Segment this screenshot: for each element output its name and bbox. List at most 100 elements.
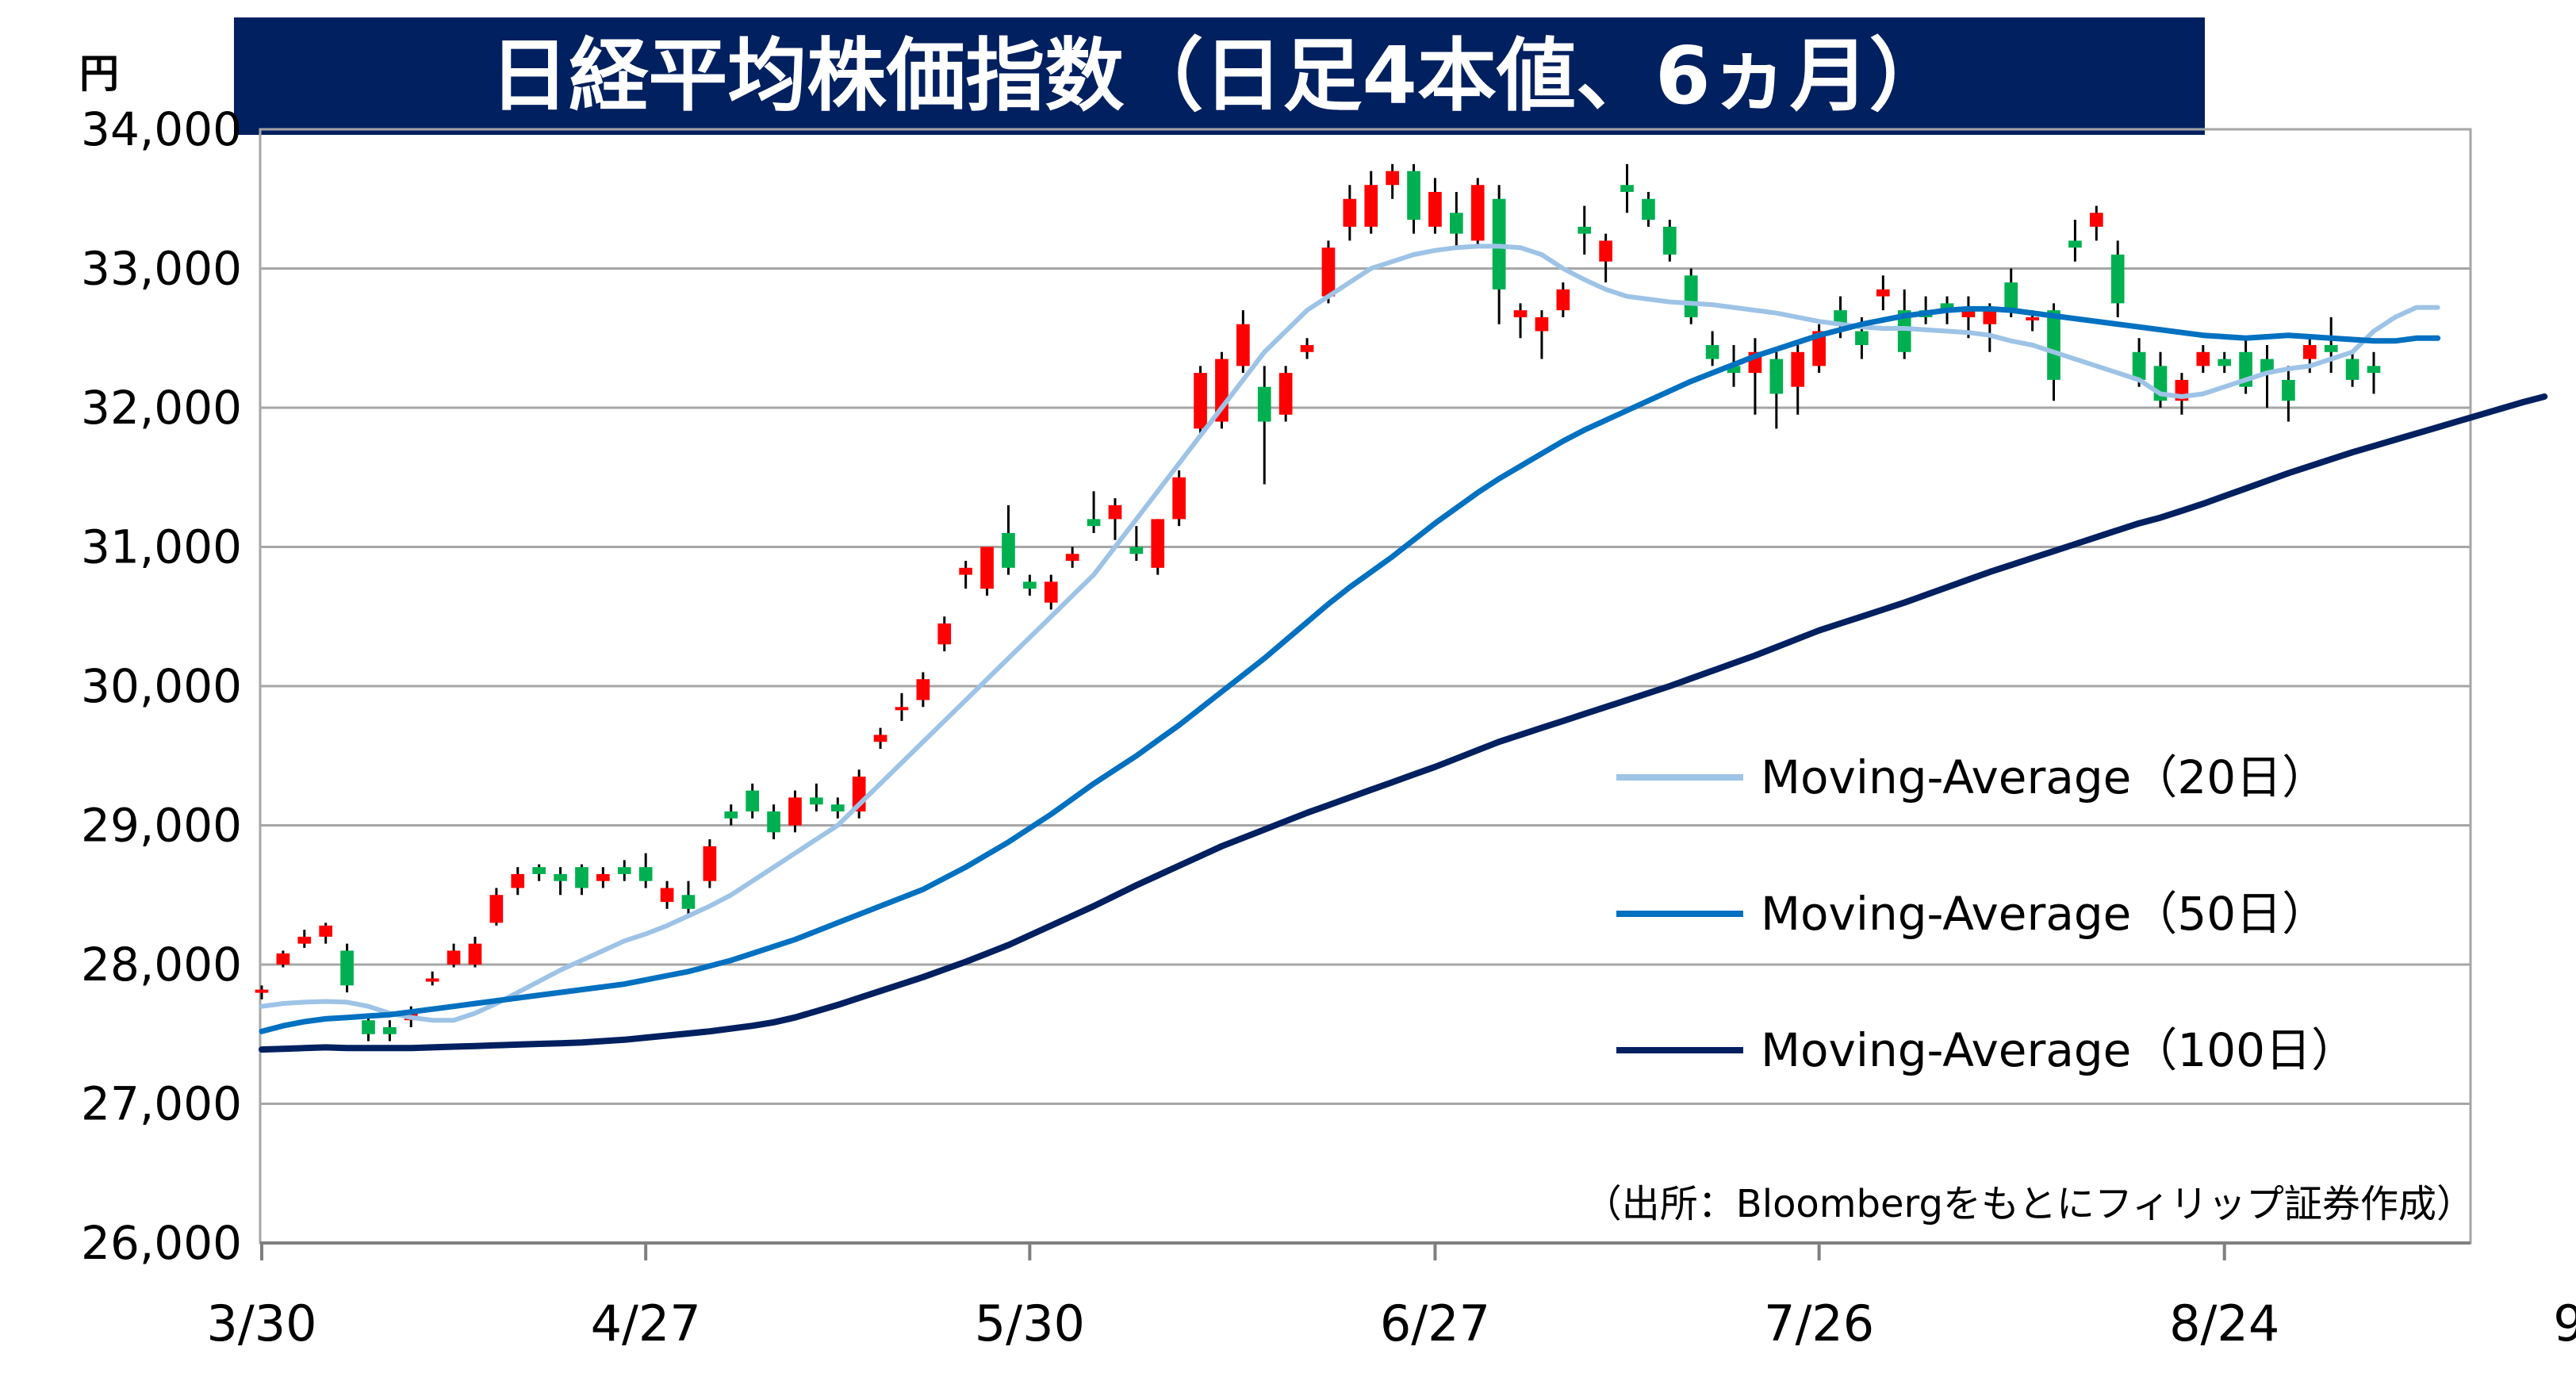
candle-body [617, 867, 631, 874]
candle-body [1278, 373, 1293, 415]
candle [1705, 331, 1719, 366]
candle [1662, 220, 1677, 262]
candle-body [1300, 345, 1314, 352]
candle-body [511, 873, 525, 888]
candle [554, 867, 567, 896]
candle [1172, 470, 1186, 527]
candle-body [319, 925, 333, 937]
candle [895, 692, 909, 721]
candle-body [1812, 331, 1826, 366]
candle-body [2047, 310, 2060, 380]
candle-body [447, 950, 461, 965]
candle [703, 839, 717, 888]
candle [1023, 574, 1037, 596]
candle [1556, 282, 1570, 317]
candle [617, 860, 631, 881]
y-tick-labels: 26,000 27,000 28,000 29,000 30,000 31,000 32,0… [81, 102, 242, 1270]
candle-body [703, 846, 717, 881]
candle [1278, 366, 1293, 422]
candle [767, 804, 780, 840]
candle [532, 864, 546, 881]
candle [1257, 366, 1271, 485]
candle-body [895, 707, 909, 711]
candle-body [788, 797, 802, 826]
candle [1535, 310, 1549, 359]
candle [2367, 351, 2381, 394]
candle-body [2026, 316, 2039, 320]
candle [340, 943, 354, 993]
candle-body [2260, 359, 2274, 374]
candle-body [1642, 198, 1655, 221]
candle [596, 867, 610, 888]
candle-body [1897, 310, 1911, 352]
y-tick-label: 33,000 [81, 242, 242, 296]
candle [830, 797, 845, 819]
y-tick-label: 26,000 [81, 1216, 242, 1270]
candle [1876, 275, 1890, 311]
candle [724, 804, 738, 826]
candle-body [1535, 316, 1549, 332]
candle [937, 616, 952, 652]
candle-body [1684, 275, 1698, 317]
chart-title: 日経平均株価指数（日足4本値、6ヵ月） [489, 29, 1948, 122]
candle-body [1450, 213, 1463, 234]
candle [810, 783, 823, 811]
candle-body [1151, 519, 1165, 568]
x-tick-labels: 3/30 4/27 5/30 6/27 7/26 8/24 9/22 [206, 1243, 2576, 1352]
candle [959, 561, 973, 589]
candle-body [681, 895, 696, 909]
candle-body [276, 953, 290, 965]
candle-body [638, 867, 653, 881]
candle [297, 930, 312, 948]
series-line-ma100 [259, 393, 2548, 1053]
candle [1108, 498, 1122, 540]
grid-lines [259, 128, 2472, 1245]
x-tick-label: 6/27 [1380, 1295, 1490, 1352]
candle [1236, 310, 1250, 374]
y-tick-label: 31,000 [81, 520, 242, 574]
candle-body [1044, 581, 1058, 603]
candle-body [2345, 359, 2359, 380]
candle [1300, 338, 1314, 359]
y-tick-label: 28,000 [81, 938, 242, 992]
candle-body [1727, 366, 1741, 374]
candle-body [916, 679, 930, 700]
candle [1428, 178, 1442, 234]
candle [746, 783, 760, 819]
candle [2324, 316, 2338, 374]
candle [660, 880, 674, 909]
candle [1321, 240, 1336, 304]
candle-body [1407, 171, 1420, 221]
candle-body [489, 895, 504, 923]
candle-body [810, 797, 823, 805]
candle [1343, 185, 1357, 241]
candle-body [575, 867, 588, 888]
candle-body [1705, 345, 1719, 359]
candle-body [724, 811, 738, 819]
candle [1364, 171, 1378, 234]
candle [511, 867, 525, 896]
legend: Moving-Average（20日） Moving-Average（50日） … [1616, 750, 2357, 1077]
legend-label-ma20: Moving-Average（20日） [1761, 750, 2328, 804]
candle-body [746, 790, 760, 811]
candle-body [2068, 240, 2082, 248]
candle-body [2218, 359, 2232, 366]
candle [1470, 178, 1485, 248]
candle [1620, 163, 1634, 213]
candle-body [2089, 213, 2103, 227]
candle-body [2196, 351, 2210, 366]
candle-body [937, 623, 952, 645]
candle [1386, 163, 1399, 199]
x-tick-label: 9/22 [2553, 1295, 2576, 1352]
candle-body [660, 888, 674, 903]
candle-body [2367, 366, 2381, 374]
candle [1087, 491, 1101, 533]
candle-body [1065, 554, 1079, 562]
candle [1407, 163, 1420, 234]
candle-body [1791, 351, 1805, 387]
candle [276, 950, 290, 968]
candle-body [980, 547, 994, 589]
candle-body [1172, 477, 1186, 520]
candle-body [383, 1026, 397, 1034]
